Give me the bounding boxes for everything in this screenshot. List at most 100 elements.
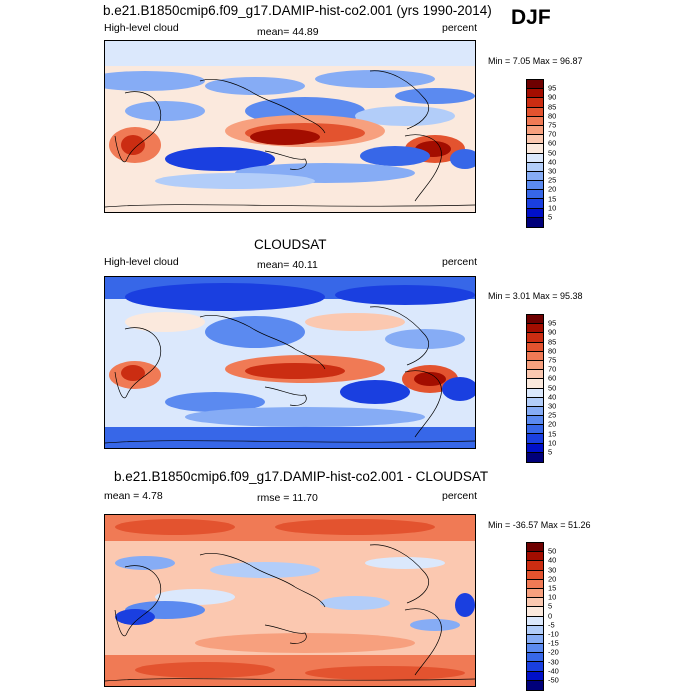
colorbar-swatch bbox=[527, 135, 543, 145]
panel1-mean-label: mean= 44.89 bbox=[257, 26, 319, 38]
colorbar-swatch bbox=[527, 416, 543, 426]
colorbar-swatch bbox=[527, 144, 543, 154]
colorbar-tick-label: 20 bbox=[548, 574, 557, 584]
panel1-map-graphic bbox=[105, 41, 475, 212]
colorbar-swatch bbox=[527, 452, 543, 462]
colorbar-swatch bbox=[527, 379, 543, 389]
colorbar-tick-label: 80 bbox=[548, 111, 557, 121]
colorbar-swatch bbox=[527, 162, 543, 172]
colorbar-tick-label: 70 bbox=[548, 129, 557, 139]
panel3-map-graphic bbox=[105, 515, 475, 686]
colorbar-tick-label: 5 bbox=[548, 447, 553, 457]
colorbar-tick-label: 60 bbox=[548, 373, 557, 383]
colorbar-tick-label: -5 bbox=[548, 620, 555, 630]
colorbar-tick-label: 20 bbox=[548, 184, 557, 194]
panel1-map bbox=[104, 40, 476, 213]
colorbar-swatch bbox=[527, 181, 543, 191]
colorbar-swatch bbox=[527, 434, 543, 444]
panel3-map bbox=[104, 514, 476, 687]
colorbar-tick-label: 50 bbox=[548, 546, 557, 556]
colorbar-swatch bbox=[527, 406, 543, 417]
panel1-title: b.e21.B1850cmip6.f09_g17.DAMIP-hist-co2.… bbox=[103, 3, 492, 18]
colorbar-swatch bbox=[527, 644, 543, 654]
colorbar-swatch bbox=[527, 625, 543, 635]
colorbar-tick-label: 40 bbox=[548, 392, 557, 402]
colorbar-swatch bbox=[527, 89, 543, 99]
colorbar-swatch bbox=[527, 315, 543, 325]
colorbar-swatch bbox=[527, 153, 543, 163]
colorbar-swatch bbox=[527, 543, 543, 553]
colorbar-tick-label: 90 bbox=[548, 92, 557, 102]
colorbar-swatch bbox=[527, 662, 543, 672]
colorbar-swatch bbox=[527, 588, 543, 599]
colorbar-tick-label: -50 bbox=[548, 675, 559, 685]
colorbar-swatch bbox=[527, 324, 543, 334]
colorbar-swatch bbox=[527, 370, 543, 380]
colorbar-swatch bbox=[527, 217, 543, 227]
colorbar-swatch bbox=[527, 107, 543, 117]
colorbar-tick-label: 50 bbox=[548, 148, 557, 158]
colorbar-swatch bbox=[527, 634, 543, 645]
colorbar-tick-label: -30 bbox=[548, 657, 559, 667]
colorbar-tick-label: 20 bbox=[548, 419, 557, 429]
colorbar-swatch bbox=[527, 388, 543, 398]
panel1-variable-label: High-level cloud bbox=[104, 22, 179, 34]
colorbar-tick-label: -20 bbox=[548, 647, 559, 657]
colorbar-tick-label: 0 bbox=[548, 611, 553, 621]
colorbar-tick-label: 90 bbox=[548, 327, 557, 337]
panel3-rmse-label: rmse = 11.70 bbox=[257, 492, 318, 504]
colorbar-tick-label: 10 bbox=[548, 438, 557, 448]
colorbar-tick-label: 5 bbox=[548, 212, 553, 222]
panel2-variable-label: High-level cloud bbox=[104, 256, 179, 268]
panel1-colorbar bbox=[526, 79, 544, 228]
colorbar-swatch bbox=[527, 199, 543, 209]
panel3-title: b.e21.B1850cmip6.f09_g17.DAMIP-hist-co2.… bbox=[114, 469, 489, 484]
panel2-units-label: percent bbox=[442, 256, 478, 268]
colorbar-swatch bbox=[527, 653, 543, 663]
colorbar-swatch bbox=[527, 116, 543, 126]
colorbar-tick-label: 75 bbox=[548, 120, 557, 130]
colorbar-tick-label: 30 bbox=[548, 166, 557, 176]
season-label: DJF bbox=[511, 6, 551, 29]
panel3-mean-label: mean = 4.78 bbox=[104, 490, 163, 502]
colorbar-swatch bbox=[527, 190, 543, 200]
colorbar-tick-label: 10 bbox=[548, 592, 557, 602]
colorbar-swatch bbox=[527, 671, 543, 681]
colorbar-tick-label: 50 bbox=[548, 383, 557, 393]
colorbar-swatch bbox=[527, 98, 543, 108]
panel2-mean-label: mean= 40.11 bbox=[257, 259, 318, 271]
colorbar-swatch bbox=[527, 351, 543, 361]
colorbar-tick-label: -10 bbox=[548, 629, 559, 639]
colorbar-tick-label: -40 bbox=[548, 666, 559, 676]
panel2-map-graphic bbox=[105, 277, 475, 448]
colorbar-tick-label: 40 bbox=[548, 157, 557, 167]
colorbar-swatch bbox=[527, 208, 543, 218]
colorbar-tick-label: 30 bbox=[548, 565, 557, 575]
colorbar-swatch bbox=[527, 360, 543, 371]
colorbar-tick-label: 40 bbox=[548, 555, 557, 565]
colorbar-swatch bbox=[527, 680, 543, 690]
colorbar-tick-label: 85 bbox=[548, 102, 557, 112]
colorbar-tick-label: 15 bbox=[548, 194, 557, 204]
colorbar-swatch bbox=[527, 397, 543, 407]
colorbar-tick-label: -15 bbox=[548, 638, 559, 648]
colorbar-tick-label: 5 bbox=[548, 601, 553, 611]
colorbar-tick-label: 70 bbox=[548, 364, 557, 374]
colorbar-tick-label: 15 bbox=[548, 429, 557, 439]
colorbar-swatch bbox=[527, 561, 543, 571]
colorbar-swatch bbox=[527, 125, 543, 136]
colorbar-tick-label: 75 bbox=[548, 355, 557, 365]
colorbar-swatch bbox=[527, 552, 543, 562]
colorbar-tick-label: 60 bbox=[548, 138, 557, 148]
colorbar-swatch bbox=[527, 80, 543, 90]
panel2-title: CLOUDSAT bbox=[254, 237, 327, 252]
colorbar-swatch bbox=[527, 579, 543, 589]
colorbar-tick-label: 25 bbox=[548, 410, 557, 420]
colorbar-swatch bbox=[527, 171, 543, 182]
colorbar-swatch bbox=[527, 570, 543, 580]
colorbar-tick-label: 10 bbox=[548, 203, 557, 213]
panel3-colorbar bbox=[526, 542, 544, 691]
panel2-map bbox=[104, 276, 476, 449]
colorbar-tick-label: 95 bbox=[548, 318, 557, 328]
colorbar-tick-label: 85 bbox=[548, 337, 557, 347]
